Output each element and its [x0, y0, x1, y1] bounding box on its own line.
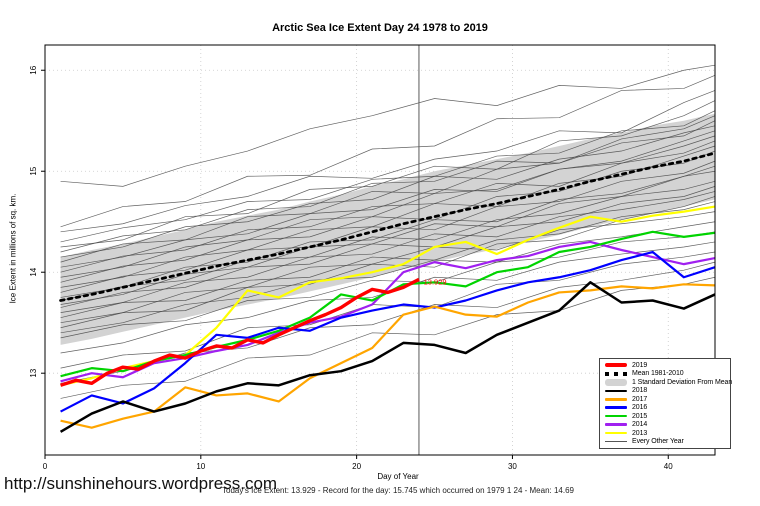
series-2016-line — [60, 250, 716, 413]
other-year-line — [60, 191, 716, 313]
y-tick-label: 16 — [29, 65, 38, 74]
legend-swatch — [605, 398, 627, 401]
other-year-line — [60, 196, 716, 329]
legend-swatch — [605, 423, 627, 426]
legend-box: 2019 Mean 1981-2010 1 Standard Deviation F… — [599, 358, 733, 449]
plot-border — [44, 44, 716, 456]
other-year-line — [60, 110, 716, 243]
legend-swatch — [605, 389, 627, 393]
legend-swatch — [605, 406, 627, 409]
legend-swatch — [605, 372, 627, 376]
legend-item-every-other-year: Every Other Year — [605, 438, 730, 446]
other-year-line — [60, 74, 716, 228]
legend-item-mean-1981-2010: Mean 1981-2010 — [605, 370, 730, 378]
other-year-line — [60, 115, 716, 253]
legend-label: 2018 — [632, 387, 648, 395]
legend-label: 2019 — [632, 361, 648, 369]
other-year-line — [60, 276, 716, 399]
other-year-line — [60, 211, 716, 324]
other-year-line — [60, 160, 716, 293]
other-year-line — [60, 100, 716, 248]
legend-item-2018: 2018 — [605, 387, 730, 395]
legend-label: 1 Standard Deviation From Mean — [632, 378, 733, 386]
y-axis-label: Ice Extent in millions of sq. km. — [8, 193, 18, 304]
other-year-line — [60, 201, 716, 319]
chart-subtitle: Today's Ice Extent: 13.929 - Record for … — [222, 486, 574, 495]
legend-label: 2016 — [632, 404, 648, 412]
legend-swatch — [605, 441, 627, 443]
legend-swatch — [605, 414, 627, 418]
other-year-line — [60, 135, 716, 268]
source-url: http://sunshinehours.wordpress.com — [4, 474, 278, 493]
other-year-line — [60, 251, 716, 369]
legend-item-2014: 2014 — [605, 421, 730, 429]
series-2014-line — [60, 240, 716, 383]
other-year-line — [60, 90, 716, 233]
series-2018-line — [59, 281, 716, 433]
y-tick-label: 15 — [29, 166, 38, 175]
other-year-line — [60, 165, 716, 305]
legend-label: 2015 — [632, 412, 648, 420]
other-year-line — [60, 120, 716, 263]
other-year-line — [60, 125, 716, 258]
other-year-line — [60, 170, 716, 298]
legend-label: Mean 1981-2010 — [632, 370, 684, 378]
legend-swatch — [605, 363, 627, 368]
x-tick-label: 40 — [664, 462, 673, 471]
legend-label: Every Other Year — [632, 438, 684, 446]
other-year-line — [60, 130, 716, 278]
legend-swatch — [605, 378, 627, 386]
legend-item-2015: 2015 — [605, 412, 730, 420]
other-year-line — [60, 180, 716, 301]
legend-swatch — [605, 431, 627, 435]
series-2017-line — [60, 283, 716, 429]
today-value-annotation: 13.929 — [424, 277, 447, 286]
x-tick-label: 10 — [196, 462, 205, 471]
legend-item-2017: 2017 — [605, 395, 730, 403]
x-axis-label: Day of Year — [377, 472, 419, 481]
legend-item-1-standard-deviation-from-mean: 1 Standard Deviation From Mean — [605, 378, 733, 386]
mean-line — [59, 151, 717, 302]
y-tick-label: 14 — [29, 267, 38, 276]
other-year-line — [60, 231, 716, 339]
other-year-line — [60, 186, 716, 308]
chart-title: Arctic Sea Ice Extent Day 24 1978 to 201… — [272, 22, 488, 34]
legend-label: 2014 — [632, 421, 648, 429]
legend-label: 2017 — [632, 395, 648, 403]
series-2019-line — [60, 277, 420, 387]
legend-item-2013: 2013 — [605, 429, 730, 437]
other-year-line — [60, 221, 716, 334]
x-tick-label: 30 — [508, 462, 517, 471]
x-tick-label: 20 — [352, 462, 361, 471]
legend-item-2016: 2016 — [605, 404, 730, 412]
legend-item-2019: 2019 — [605, 361, 730, 369]
other-year-line — [60, 64, 716, 187]
other-year-line — [60, 150, 716, 283]
y-tick-label: 13 — [29, 368, 38, 377]
legend-label: 2013 — [632, 429, 648, 437]
x-tick-label: 0 — [43, 462, 48, 471]
